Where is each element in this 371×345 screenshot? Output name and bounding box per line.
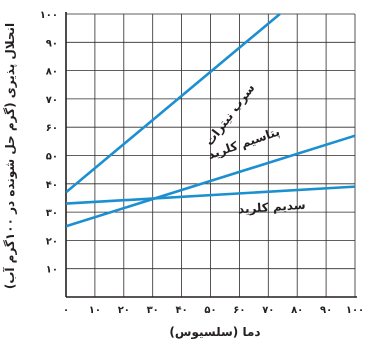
x-tick-label: ۸۰: [291, 305, 303, 316]
y-tick-label: ۱۰: [46, 265, 58, 276]
series-label-sodium-chloride: سدیم کلرید: [238, 198, 306, 217]
x-tick-label: ۶۰: [233, 305, 245, 316]
x-tick-label: ۲۰: [118, 305, 130, 316]
x-tick-label: ۱۰۰: [346, 305, 364, 316]
x-tick-label: ۵۰: [204, 305, 216, 316]
y-tick-label: ۶۰: [46, 123, 58, 134]
y-axis-title: انحلال پذیری (گرم حل شونده در ۱۰۰گرم آب): [2, 23, 18, 289]
x-tick-label: ۳۰: [147, 305, 159, 316]
y-tick-label: ۱۰۰: [40, 10, 58, 21]
x-axis-title: دما (سلسیوس): [169, 325, 260, 340]
y-tick-label: ۸۰: [46, 67, 58, 78]
axes: [65, 12, 357, 298]
x-tick-label: ۱۰: [89, 305, 101, 316]
x-tick-label: ۹۰: [320, 305, 332, 316]
x-tick-label: ۴۰: [175, 305, 187, 316]
y-tick-label: ۵۰: [46, 152, 58, 163]
series-line-0: [66, 13, 281, 194]
x-tick-label: ۷۰: [262, 305, 274, 316]
y-tick-label: ۲۰: [46, 236, 58, 247]
y-tick-label: ۳۰: [46, 208, 58, 219]
series-lines: [66, 13, 356, 228]
y-tick-label: ۴۰: [46, 180, 58, 191]
y-tick-label: ۹۰: [46, 38, 58, 49]
tick-labels: ۰ ۱۰ ۲۰ ۳۰ ۴۰ ۵۰ ۶۰ ۷۰ ۸۰ ۹۰ ۱۰۰ ۱۰ ۲۰ ۳۰ ۴۰ ۵۰ ۶۰ ۷۰ ۸۰ ۹۰…: [40, 10, 364, 316]
x-tick-label: ۰: [63, 305, 69, 316]
y-tick-label: ۷۰: [46, 95, 58, 106]
series-line-2: [66, 185, 356, 205]
series-line-1: [66, 134, 356, 228]
